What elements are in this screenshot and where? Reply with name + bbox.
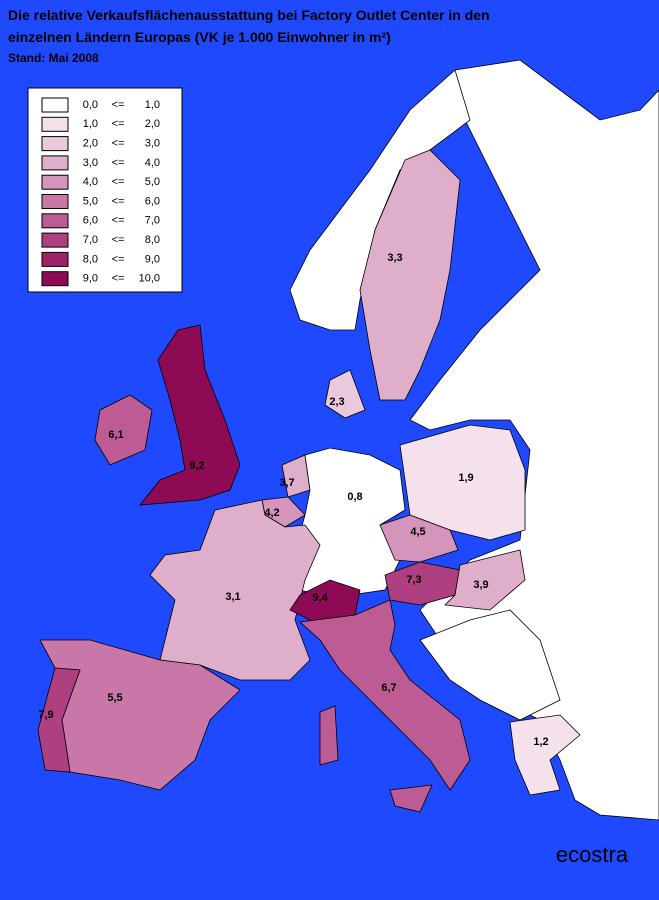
region-label: 1,9 [458,472,473,484]
greece [509,714,581,796]
region-label: 3,9 [473,579,488,591]
legend-swatch [41,232,69,248]
denmark [324,369,366,419]
legend-rows: 0,0 <= 1,0 1,0 <= 2,0 2,0 <= 3,0 3,0 <= 4,0 4,0 <= 5,0… [41,97,160,287]
legend-swatch [41,251,69,267]
legend-from: 1,0 [83,118,98,130]
region-label: 9,2 [189,460,204,472]
region-label: 6,1 [108,429,123,441]
sweden [359,149,461,401]
legend-to: 1,0 [145,99,160,111]
hungary [444,549,526,611]
legend-to: 5,0 [145,176,160,188]
legend-to: 8,0 [145,234,160,246]
portugal [37,667,81,773]
sicily [389,784,433,813]
legend-op: <= [112,195,125,207]
france [149,499,321,681]
region-label: 4,2 [264,507,279,519]
region-label: 1,2 [533,736,548,748]
legend-to: 7,0 [145,215,160,227]
title-line: einzelnen Ländern Europas (VK je 1.000 E… [8,29,391,45]
legend-op: <= [112,99,125,111]
legend-to: 10,0 [139,273,160,285]
czech-republic [379,514,459,563]
legend-from: 9,0 [83,273,98,285]
legend-op: <= [112,215,125,227]
legend-swatch [41,271,69,287]
united-kingdom [139,324,241,506]
italy [299,599,471,791]
legend-swatch [41,174,69,190]
legend-op: <= [112,273,125,285]
legend-from: 0,0 [83,99,98,111]
legend-swatch [41,194,69,209]
legend-to: 3,0 [145,138,160,150]
subtitle: Stand: Mai 2008 [8,51,99,65]
legend-from: 7,0 [83,234,98,246]
legend-swatch [41,213,69,229]
legend-swatch [41,155,69,171]
region-label: 2,3 [329,396,344,408]
legend-op: <= [112,118,125,130]
legend-from: 4,0 [83,176,98,188]
poland [399,424,526,541]
region-label: 7,3 [406,574,421,586]
legend-op: <= [112,138,125,150]
legend-from: 6,0 [83,215,98,227]
legend-op: <= [112,234,125,246]
legend-op: <= [112,157,125,169]
norway [289,69,471,331]
sardinia [319,705,339,766]
legend-from: 2,0 [83,138,98,150]
legend-op: <= [112,253,125,265]
region-label: 6,7 [381,682,396,694]
legend-to: 2,0 [145,118,160,130]
legend-swatch [41,136,69,152]
legend-from: 5,0 [83,195,98,207]
ireland [94,394,153,466]
brand: ecostra [556,842,629,867]
legend-from: 8,0 [83,253,98,265]
legend-to: 4,0 [145,157,160,169]
legend-swatch [41,97,69,113]
title-line: Die relative Verkaufsflächenausstattung … [8,7,490,23]
region-label: 4,5 [410,526,425,538]
region-label: 7,9 [38,709,53,721]
balkans [419,609,561,721]
region-label: 3,3 [387,252,402,264]
region-label: 3,1 [225,591,240,603]
legend-to: 6,0 [145,195,160,207]
region-label: 5,5 [107,692,122,704]
legend-from: 3,0 [83,157,98,169]
legend-to: 9,0 [145,253,160,265]
region-label: 0,8 [347,491,362,503]
region-label: 3,7 [279,477,294,489]
legend-op: <= [112,176,125,188]
legend-swatch [41,116,69,132]
region-label: 9,4 [312,592,328,604]
